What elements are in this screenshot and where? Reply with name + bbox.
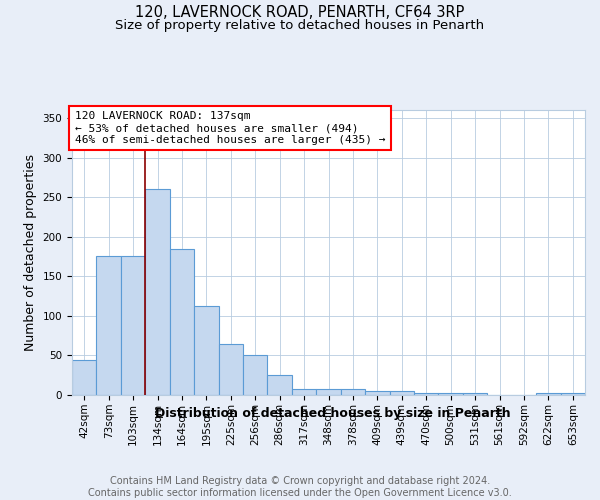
Bar [365,391,389,395]
Text: 120, LAVERNOCK ROAD, PENARTH, CF64 3RP: 120, LAVERNOCK ROAD, PENARTH, CF64 3RP [136,5,464,20]
Bar [463,392,487,395]
Bar [218,344,243,395]
Text: Contains public sector information licensed under the Open Government Licence v3: Contains public sector information licen… [88,488,512,498]
Bar [194,306,218,395]
Bar [72,360,97,395]
Text: Contains HM Land Registry data © Crown copyright and database right 2024.: Contains HM Land Registry data © Crown c… [110,476,490,486]
Bar [560,392,585,395]
Bar [97,256,121,395]
Text: Size of property relative to detached houses in Penarth: Size of property relative to detached ho… [115,19,485,32]
Text: 120 LAVERNOCK ROAD: 137sqm
← 53% of detached houses are smaller (494)
46% of sem: 120 LAVERNOCK ROAD: 137sqm ← 53% of deta… [74,112,385,144]
Bar [292,388,316,395]
Bar [439,392,463,395]
Bar [341,388,365,395]
Bar [536,392,560,395]
Bar [389,391,414,395]
Bar [121,256,145,395]
Y-axis label: Number of detached properties: Number of detached properties [24,154,37,351]
Text: Distribution of detached houses by size in Penarth: Distribution of detached houses by size … [155,408,511,420]
Bar [268,375,292,395]
Bar [170,248,194,395]
Bar [414,392,439,395]
Bar [145,189,170,395]
Bar [316,388,341,395]
Bar [243,356,268,395]
